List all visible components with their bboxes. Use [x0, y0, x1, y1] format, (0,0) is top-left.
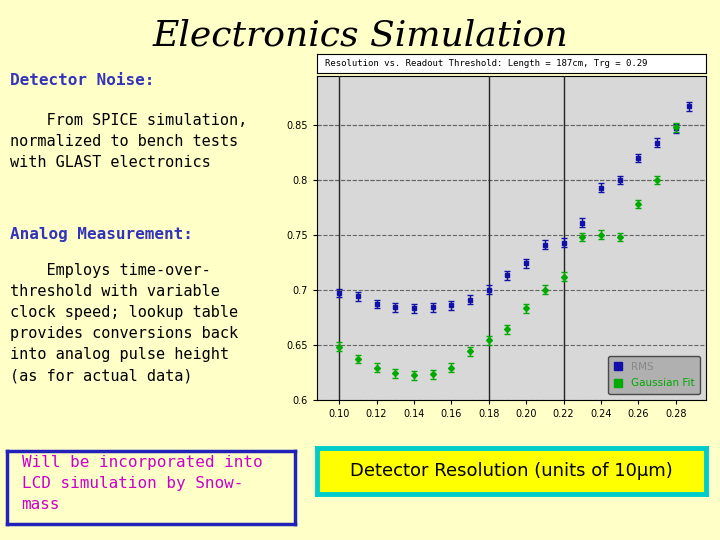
Text: Detector Resolution (units of 10μm): Detector Resolution (units of 10μm)	[350, 462, 672, 480]
Text: x10⁻³: x10⁻³	[320, 62, 350, 72]
Text: Detector Noise:: Detector Noise:	[10, 73, 155, 88]
Text: From SPICE simulation,
normalized to bench tests
with GLAST electronics: From SPICE simulation, normalized to ben…	[10, 113, 248, 171]
Text: Electronics Simulation: Electronics Simulation	[152, 19, 568, 52]
Text: Will be incorporated into
LCD simulation by Snow-
mass: Will be incorporated into LCD simulation…	[22, 455, 262, 512]
Text: Analog Measurement:: Analog Measurement:	[10, 227, 193, 242]
Text: Resolution vs. Readout Threshold: Length = 187cm, Trg = 0.29: Resolution vs. Readout Threshold: Length…	[325, 59, 647, 68]
Text: Employs time-over-
threshold with variable
clock speed; lookup table
provides co: Employs time-over- threshold with variab…	[10, 263, 238, 383]
Legend: RMS, Gaussian Fit: RMS, Gaussian Fit	[608, 356, 701, 394]
